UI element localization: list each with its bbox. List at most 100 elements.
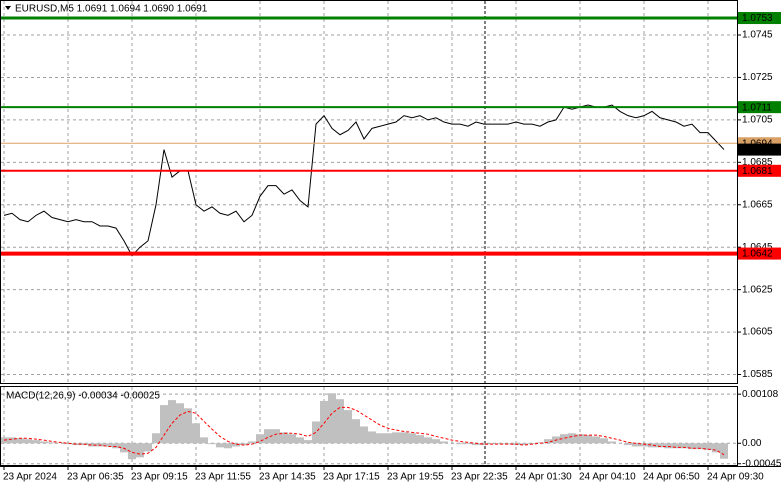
histogram-bar: [704, 443, 712, 451]
histogram-bar: [208, 443, 216, 445]
histogram-bar: [280, 432, 288, 444]
x-tick-label: 23 Apr 09:15: [131, 472, 188, 483]
histogram-bar: [368, 431, 376, 444]
histogram-bar: [328, 393, 336, 444]
histogram-bar: [392, 432, 400, 444]
price-label-bg: [738, 143, 781, 156]
symbol-menu-icon[interactable]: [5, 6, 11, 10]
histogram-bar: [264, 429, 272, 444]
histogram-bar: [296, 437, 304, 444]
histogram-bar: [184, 408, 192, 444]
histogram-bar: [320, 401, 328, 444]
histogram-bar: [432, 439, 440, 444]
histogram-bar: [592, 436, 600, 444]
x-tick-label: 23 Apr 11:55: [195, 472, 251, 483]
histogram-bar: [112, 443, 120, 449]
histogram-bar: [440, 441, 448, 444]
x-tick-label: 23 Apr 19:55: [387, 472, 444, 483]
y-tick-label: 1.0705: [742, 115, 773, 126]
x-tick-label: 23 Apr 14:35: [259, 472, 316, 483]
histogram-bar: [496, 443, 504, 445]
histogram-bar: [560, 434, 568, 444]
y-tick-label: 1.0585: [742, 369, 773, 380]
histogram-bar: [32, 440, 40, 444]
histogram-bar: [640, 443, 648, 447]
histogram-bar: [400, 432, 408, 444]
price-label: 1.0691: [742, 145, 773, 156]
grid-layer: [1, 1, 738, 466]
histogram-bar: [336, 399, 344, 444]
price-label-bg: [738, 164, 781, 177]
marks-layer: [0, 16, 738, 460]
histogram-bar: [360, 426, 368, 444]
histogram-bar: [424, 437, 432, 444]
histogram-bar: [168, 400, 176, 444]
histogram-bar: [192, 423, 200, 444]
chart-title: EURUSD,M5 1.0691 1.0694 1.0690 1.0691: [15, 4, 208, 15]
histogram-bar: [40, 441, 48, 444]
price-label: 1.0753: [742, 13, 773, 24]
histogram-bar: [608, 441, 616, 444]
histogram-bar: [696, 443, 704, 450]
histogram-bar: [8, 437, 16, 444]
histogram-bar: [464, 443, 472, 445]
price-label: 1.0711: [742, 102, 772, 113]
histogram-bar: [304, 440, 312, 444]
histogram-bar: [0, 437, 8, 444]
histogram-bar: [544, 439, 552, 444]
histogram-bar: [664, 443, 672, 449]
histogram-bar: [224, 443, 232, 449]
y-tick-label: 0.00: [742, 438, 762, 449]
histogram-bar: [272, 429, 280, 444]
histogram-bar: [720, 443, 728, 459]
histogram-bar: [384, 433, 392, 444]
histogram-bar: [144, 443, 152, 452]
histogram-bar: [352, 419, 360, 444]
histogram-bar: [624, 443, 632, 446]
price-label-bg: [738, 12, 781, 25]
x-tick-label: 23 Apr 17:15: [323, 472, 380, 483]
histogram-bar: [688, 443, 696, 450]
x-tick-label: 24 Apr 06:50: [643, 472, 700, 483]
y-tick-label: 1.0645: [742, 242, 773, 253]
histogram-bar: [24, 439, 32, 444]
y-tick-label: 1.0665: [742, 199, 773, 210]
histogram-bar: [472, 443, 480, 446]
histogram-bar: [576, 434, 584, 444]
y-tick-label: 1.0685: [742, 157, 773, 168]
histogram-bar: [16, 438, 24, 444]
histogram-bar: [200, 437, 208, 444]
histogram-bar: [48, 442, 56, 444]
price-label: 1.0681: [742, 166, 773, 177]
y-tick-label: -0.00045: [742, 458, 781, 469]
histogram-bar: [152, 433, 160, 444]
x-tick-label: 23 Apr 2024: [3, 472, 57, 483]
y-tick-label: 1.0725: [742, 72, 773, 83]
labels-layer: 23 Apr 2024 23 Apr 06:35 23 Apr 09:15 23 Ap…: [3, 12, 781, 483]
price-label-bg: [738, 247, 781, 260]
histogram-bar: [656, 443, 664, 448]
histogram-bar: [600, 438, 608, 444]
histogram-bar: [248, 441, 256, 444]
histogram-bar: [480, 443, 488, 446]
histogram-bar: [288, 434, 296, 444]
histogram-bar: [312, 421, 320, 444]
histogram-bar: [232, 443, 240, 447]
histogram-bar: [632, 443, 640, 447]
histogram-bar: [176, 403, 184, 444]
y-tick-label: 1.0605: [742, 327, 773, 338]
price-label: 1.0642: [742, 249, 773, 260]
histogram-bar: [376, 433, 384, 444]
histogram-bar: [456, 443, 464, 445]
macd-frame: [0, 386, 738, 466]
histogram-bar: [408, 433, 416, 444]
histogram-bar: [344, 410, 352, 444]
histogram-bar: [672, 443, 680, 449]
histogram-bar: [136, 443, 144, 458]
histogram-bar: [240, 443, 248, 446]
histogram-bar: [104, 443, 112, 447]
histogram-bar: [648, 443, 656, 448]
x-tick-label: 24 Apr 01:30: [515, 472, 572, 483]
